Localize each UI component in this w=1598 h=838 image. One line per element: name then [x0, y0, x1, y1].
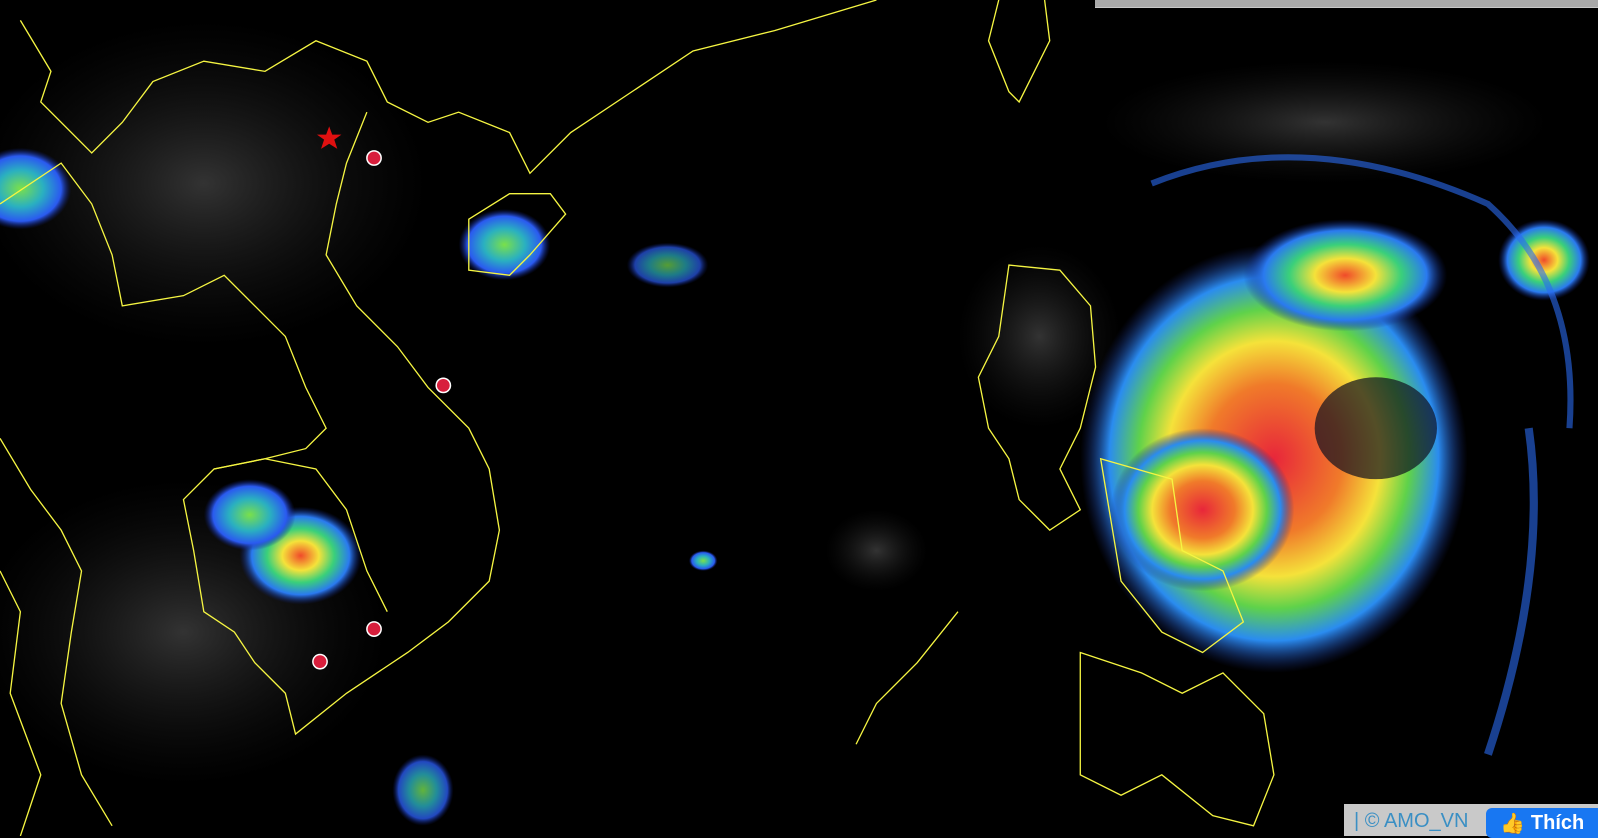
typhoon-cloud-system [1080, 154, 1590, 756]
like-button[interactable]: 👍 Thích [1486, 808, 1598, 838]
city-marker[interactable] [435, 377, 452, 394]
city-marker[interactable] [366, 621, 382, 637]
attribution-text[interactable]: | © AMO_VN [1354, 810, 1469, 832]
city-marker[interactable] [312, 653, 328, 670]
city-marker[interactable] [366, 150, 382, 166]
capital-star-icon [316, 126, 342, 149]
thumbs-up-icon: 👍 [1500, 812, 1525, 835]
like-label: Thích [1530, 811, 1585, 834]
coastlines-borders [0, 0, 1275, 836]
convective-cells [0, 147, 718, 826]
location-markers [312, 126, 452, 670]
top-scrollbar[interactable] [1095, 0, 1598, 8]
